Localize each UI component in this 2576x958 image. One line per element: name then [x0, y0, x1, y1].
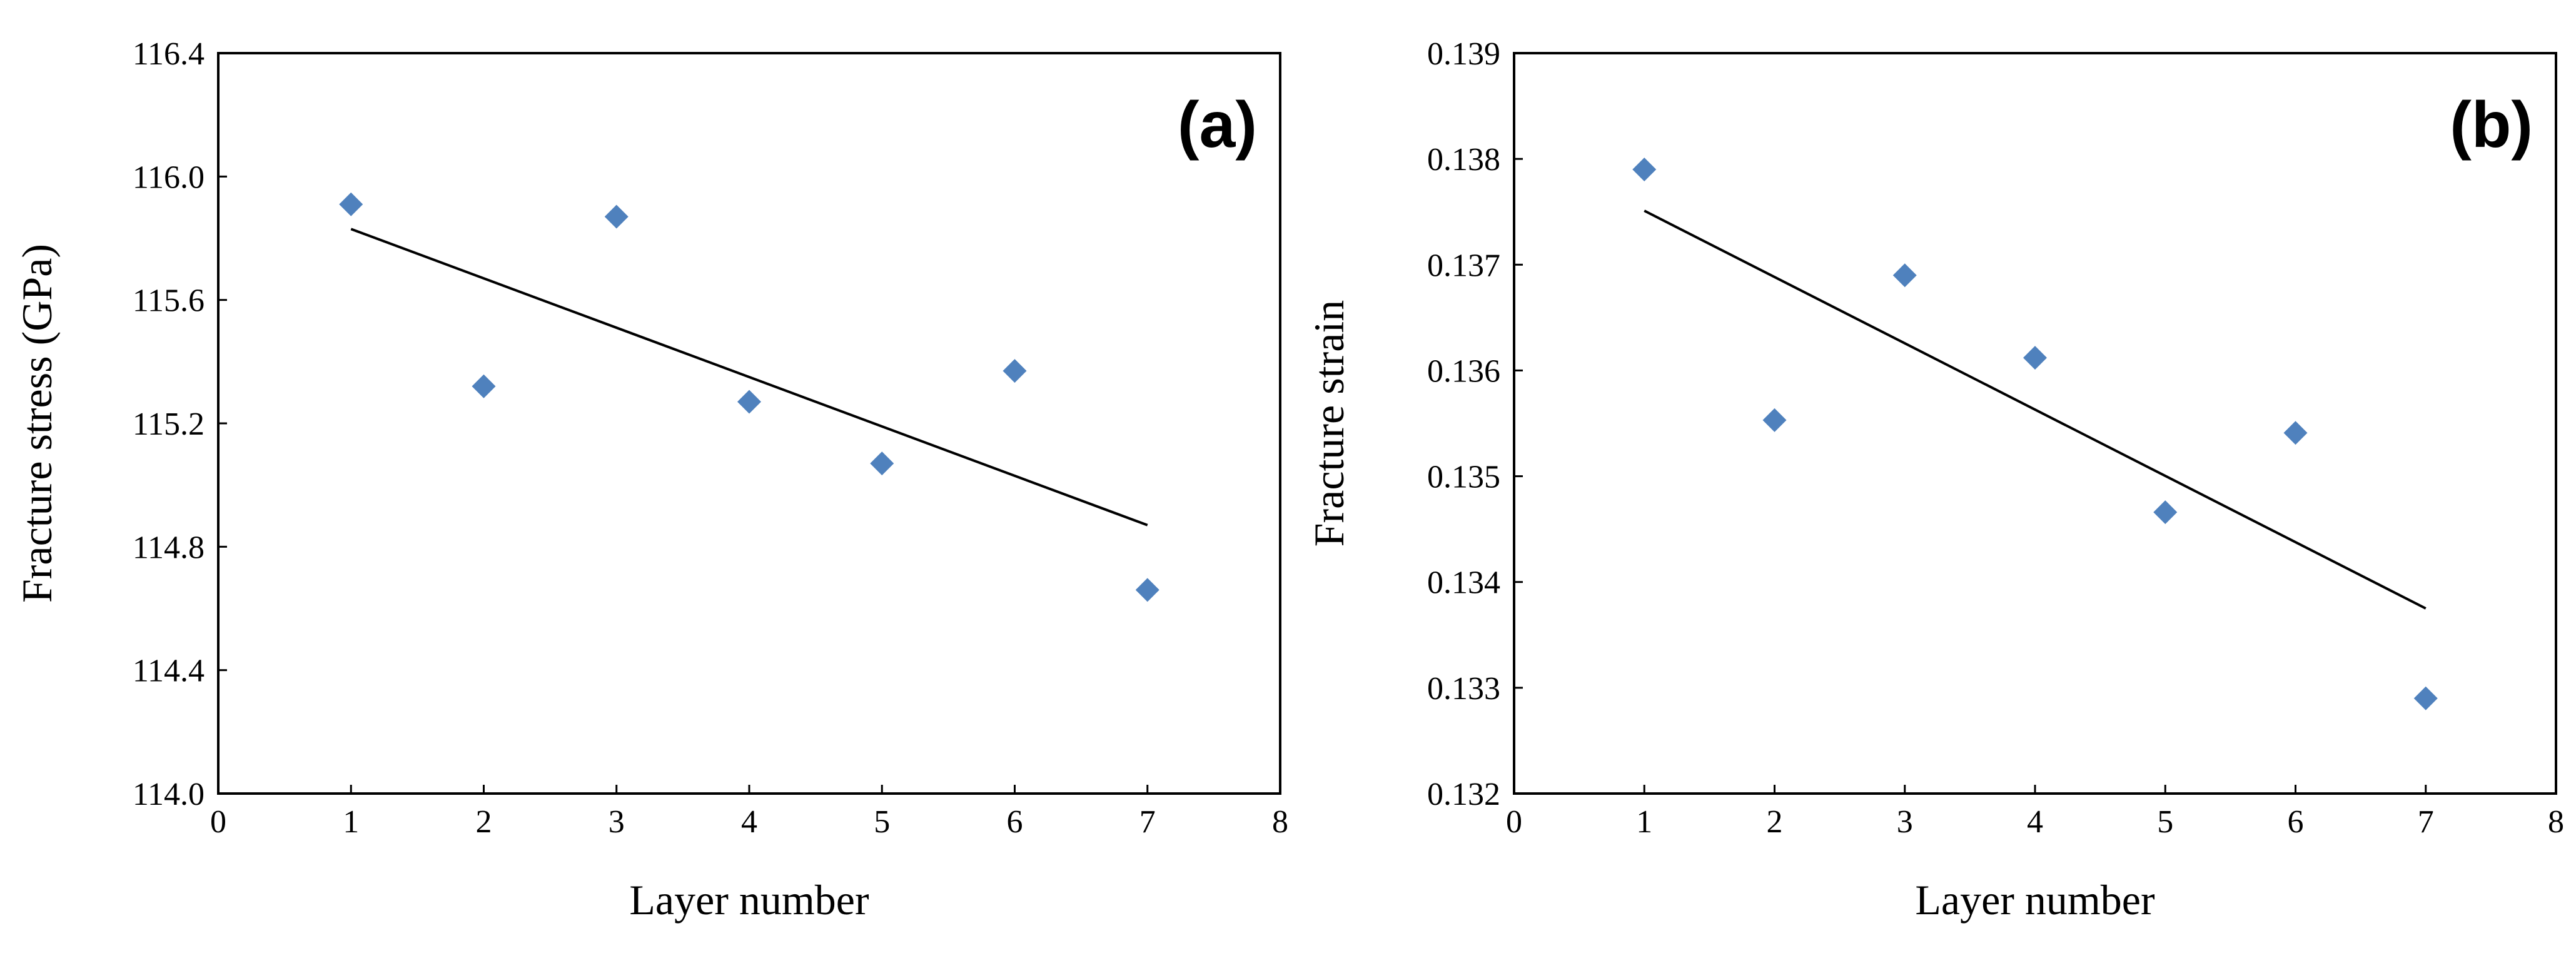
y-tick-label-b: 0.136 — [1427, 353, 1500, 389]
x-axis-title-a: Layer number — [629, 876, 869, 924]
plot-area-b — [1513, 52, 2557, 795]
data-point-b — [2153, 500, 2178, 525]
trend-line-b — [1644, 209, 2427, 610]
x-tick-label-a: 7 — [1139, 804, 1156, 840]
x-tick-label-a: 6 — [1007, 804, 1023, 840]
data-point-b — [2283, 421, 2308, 445]
x-tick-label-b: 6 — [2288, 804, 2304, 840]
data-point-b — [1892, 263, 1917, 288]
y-tick-label-a: 116.0 — [133, 159, 205, 195]
x-tick-label-b: 7 — [2418, 804, 2434, 840]
data-point-a — [1003, 359, 1027, 383]
data-point-a — [339, 192, 363, 216]
trend-line-a — [350, 228, 1148, 527]
data-point-b — [2023, 346, 2047, 370]
data-point-b — [1632, 158, 1657, 182]
y-tick-label-a: 114.0 — [133, 777, 205, 812]
y-tick-label-b: 0.139 — [1427, 36, 1500, 72]
panel-label-a: (a) — [1178, 89, 1257, 161]
x-tick-label-a: 4 — [741, 804, 757, 840]
y-axis-title-a: Fracture stress (GPa) — [13, 244, 61, 603]
y-axis-title-b: Fracture strain — [1305, 300, 1353, 547]
data-point-a — [1135, 578, 1159, 602]
x-tick-label-a: 8 — [1272, 804, 1288, 840]
y-tick-label-b: 0.135 — [1427, 460, 1500, 495]
y-tick-label-b: 0.138 — [1427, 142, 1500, 178]
panel-label-b: (b) — [2450, 89, 2533, 161]
y-tick-label-b: 0.133 — [1427, 671, 1500, 707]
y-tick-label-a: 114.4 — [133, 653, 205, 689]
data-point-a — [870, 451, 894, 476]
x-tick-label-a: 5 — [874, 804, 890, 840]
chart-panel-a: (a) Layer number Fracture stress (GPa) 0… — [13, 36, 1288, 924]
data-point-a — [737, 390, 761, 414]
x-tick-label-a: 0 — [210, 804, 226, 840]
y-tick-label-b: 0.134 — [1427, 565, 1500, 601]
x-tick-label-a: 1 — [343, 804, 359, 840]
x-tick-label-b: 0 — [1506, 804, 1522, 840]
y-tick-label-a: 115.2 — [133, 406, 205, 442]
x-axis-title-b: Layer number — [1915, 876, 2155, 924]
x-tick-label-a: 2 — [476, 804, 492, 840]
data-point-b — [2413, 686, 2438, 710]
data-point-b — [1762, 408, 1787, 432]
plot-area-a — [217, 52, 1281, 795]
x-tick-label-b: 3 — [1897, 804, 1913, 840]
x-tick-label-a: 3 — [609, 804, 625, 840]
x-tick-label-b: 1 — [1636, 804, 1652, 840]
y-tick-label-b: 0.137 — [1427, 248, 1500, 283]
x-tick-label-b: 2 — [1767, 804, 1783, 840]
y-tick-label-b: 0.132 — [1427, 777, 1500, 812]
data-point-a — [472, 374, 496, 398]
x-tick-label-b: 4 — [2027, 804, 2043, 840]
y-tick-label-a: 116.4 — [133, 36, 205, 72]
data-point-a — [604, 204, 629, 229]
y-tick-label-a: 115.6 — [133, 283, 205, 319]
chart-panel-b: (b) Layer number Fracture strain 0 1 2 3 4 5 6… — [1305, 36, 2564, 924]
y-tick-label-a: 114.8 — [133, 530, 205, 565]
x-tick-label-b: 5 — [2157, 804, 2173, 840]
x-tick-label-b: 8 — [2548, 804, 2564, 840]
